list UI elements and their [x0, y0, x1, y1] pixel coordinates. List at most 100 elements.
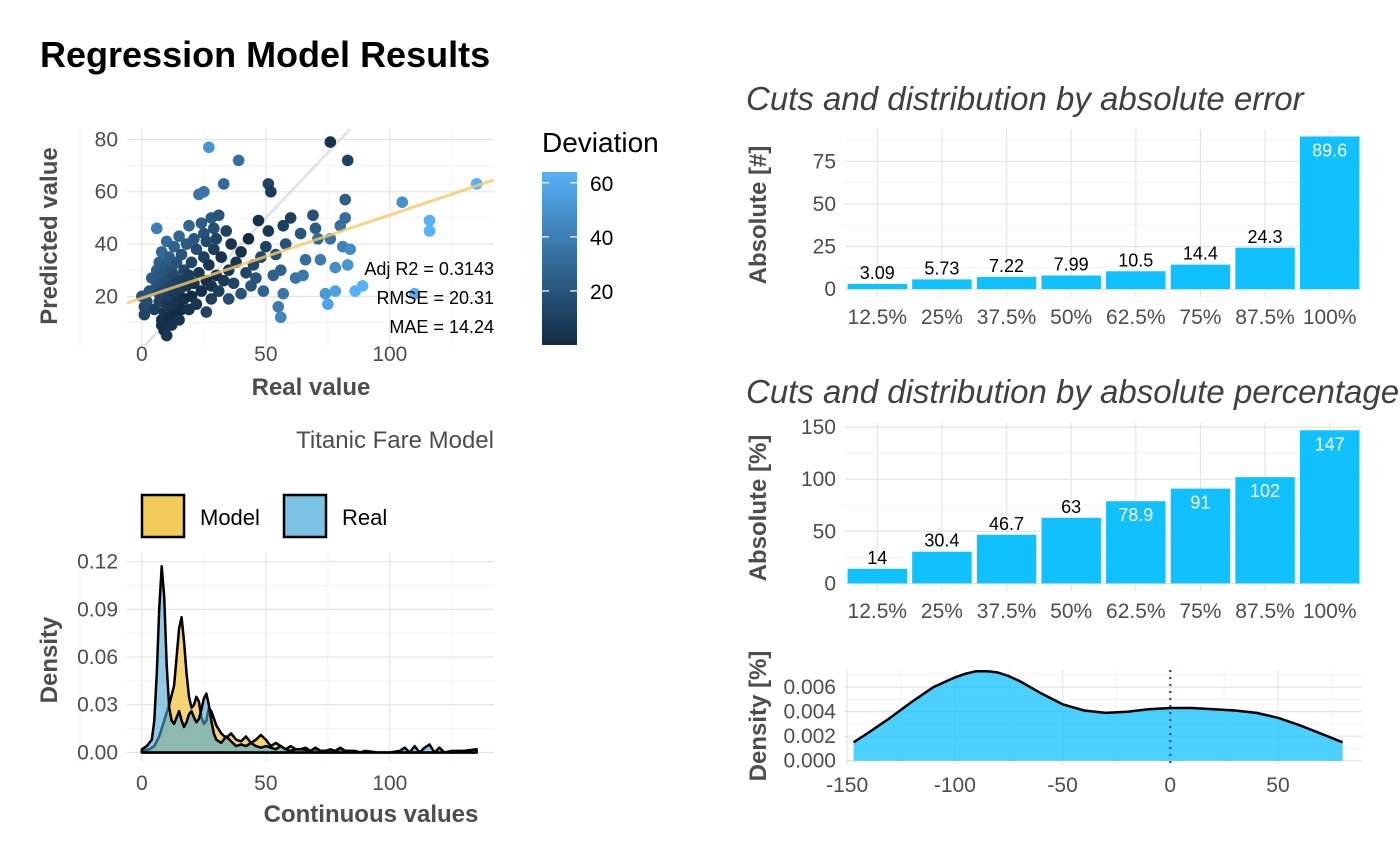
fit-line	[126, 178, 495, 305]
stat-mae: MAE = 14.24	[389, 317, 494, 337]
bar	[912, 551, 972, 584]
scatter-point	[356, 280, 369, 292]
bar-category-label: 100%	[1303, 600, 1357, 623]
scatter-point	[207, 222, 220, 235]
bar	[1106, 501, 1166, 584]
scatter-point	[212, 209, 225, 222]
abs-pct-ylabel: Absolute [%]	[745, 435, 772, 582]
bar-ytick: 75	[813, 150, 836, 173]
bar-value-label: 46.7	[989, 514, 1024, 534]
main-title: Regression Model Results	[40, 34, 491, 75]
scatter-point	[138, 308, 151, 321]
pct-density-xtick: 50	[1266, 774, 1289, 797]
bar-value-label: 14	[867, 548, 887, 568]
scatter-point	[212, 285, 225, 297]
scatter-point	[190, 243, 203, 256]
density-ytick: 0.03	[77, 694, 118, 717]
scatter-point	[173, 314, 185, 326]
bar	[976, 276, 1037, 290]
scatter-point	[274, 311, 287, 324]
pct-density-ytick: 0.006	[783, 676, 836, 699]
bar	[912, 279, 972, 290]
bar-value-label: 5.73	[924, 258, 959, 278]
bar	[976, 534, 1037, 584]
bar-category-label: 25%	[921, 600, 963, 623]
scatter-point	[205, 293, 218, 305]
bar-value-label: 89.6	[1312, 140, 1347, 160]
density-legend: Model Real	[140, 493, 387, 539]
scatter-point	[242, 233, 255, 245]
abs-pct-panel: Cuts and distribution by absolute percen…	[745, 373, 1399, 623]
abs-error-ticks: 12.5% 25% 37.5% 50% 62.5% 75% 87.5% 100% 0 25 50 75	[813, 150, 1357, 329]
density-panel: Model Real 0 50 100 0.00 0.03 0.06 0.09 0.12 Co…	[36, 493, 494, 828]
bar-category-label: 75%	[1179, 600, 1221, 623]
bar-ytick: 25	[813, 236, 836, 259]
bar-value-label: 10.5	[1118, 250, 1153, 270]
scatter-point	[185, 256, 198, 269]
bar	[1299, 136, 1360, 290]
scatter-point	[217, 274, 230, 287]
colorbar-tick-label: 40	[590, 227, 613, 250]
scatter-point	[423, 225, 436, 237]
density-grid	[79, 552, 494, 762]
bar	[1041, 517, 1101, 584]
density-ticks: 0 50 100 0.00 0.03 0.06 0.09 0.12	[77, 551, 407, 795]
scatter-point	[341, 259, 354, 271]
pct-density-xtick: 0	[1164, 774, 1176, 797]
scatter-point	[232, 154, 245, 167]
scatter-panel: 0 50 100 20 40 60 80 Real value Predicted valu…	[36, 127, 659, 454]
scatter-point	[240, 266, 252, 279]
pct-density-xtick: -150	[826, 774, 868, 797]
bar	[1041, 275, 1101, 290]
density-ytick: 0.00	[77, 741, 118, 764]
bar-category-label: 50%	[1050, 600, 1092, 623]
abs-error-title: Cuts and distribution by absolute error	[746, 80, 1306, 117]
scatter-point	[277, 219, 290, 232]
scatter-subtitle: Titanic Fare Model	[296, 427, 494, 454]
density-ylabel: Density	[36, 616, 63, 703]
scatter-point	[408, 287, 421, 300]
scatter-point	[173, 230, 185, 242]
scatter-point	[193, 266, 205, 279]
scatter-point	[150, 222, 163, 235]
scatter-point	[195, 285, 208, 297]
scatter-point	[252, 214, 265, 227]
scatter-point	[183, 219, 195, 232]
abs-pct-ticks: 12.5% 25% 37.5% 50% 62.5% 75% 87.5% 100% 0 50 100 1…	[801, 416, 1357, 623]
bar-category-label: 62.5%	[1106, 306, 1166, 329]
scatter-point	[344, 243, 356, 256]
scatter-point	[329, 285, 342, 297]
bar-value-label: 91	[1190, 493, 1210, 513]
pct-density-ytick: 0.002	[783, 725, 836, 748]
bar-ytick: 100	[801, 468, 836, 491]
colorbar-tick-label: 20	[590, 281, 613, 304]
bar-category-label: 25%	[921, 306, 963, 329]
bar-value-label: 7.22	[989, 256, 1024, 276]
scatter-point	[217, 178, 230, 190]
density-xtick: 50	[254, 772, 277, 795]
scatter-ticks: 0 50 100 20 40 60 80	[95, 128, 408, 366]
scatter-point	[188, 233, 200, 245]
scatter-point	[319, 287, 332, 300]
scatter-point	[225, 238, 237, 250]
abs-pct-bars: 14 30.4 46.7 63 78.9 91 102 147	[847, 430, 1360, 584]
scatter-point	[210, 233, 223, 245]
scatter-point	[341, 154, 354, 167]
bar-ytick: 50	[813, 520, 836, 543]
bar-value-label: 30.4	[924, 531, 959, 551]
colorbar-ticks: 20 40 60	[542, 173, 613, 304]
abs-error-panel: Cuts and distribution by absolute error …	[745, 80, 1362, 329]
scatter-ytick: 40	[95, 233, 118, 256]
scatter-point	[277, 287, 290, 300]
scatter-ytick: 80	[95, 128, 118, 151]
pct-density-xtick: -50	[1047, 774, 1077, 797]
scatter-ylabel: Predicted value	[36, 147, 63, 324]
scatter-ytick: 20	[95, 285, 118, 308]
bar	[1170, 264, 1231, 290]
scatter-point	[324, 136, 337, 148]
scatter-points	[136, 136, 483, 342]
scatter-point	[299, 253, 312, 266]
pct-density-area	[853, 671, 1343, 761]
